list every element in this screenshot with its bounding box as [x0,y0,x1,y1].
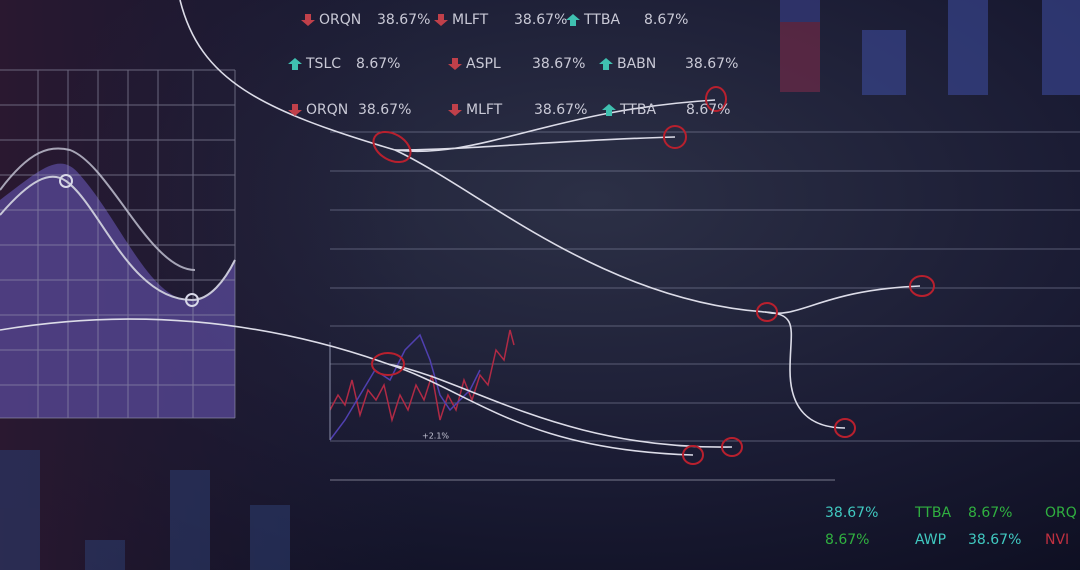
bottom-ticker: TTBA [914,505,951,521]
ticker-symbol: ORQN [319,12,361,28]
arrow-down [448,104,462,116]
ticker-symbol: TTBA [583,12,620,28]
ticker-change: 8.67% [686,102,730,118]
ticker-change: 8.67% [644,12,688,28]
ticker-change: 38.67% [685,56,738,72]
arrow-down [448,58,462,70]
arrow-down [288,104,302,116]
ticker-symbol: TTBA [619,102,656,118]
bottom-ticker: 8.67% [825,532,869,548]
markers [371,86,935,465]
ticker-symbol: MLFT [452,12,489,28]
ticker-change: 38.67% [358,102,411,118]
ticker-change: 38.67% [377,12,430,28]
ticker-symbol: ORQN [306,102,348,118]
mini-chart [329,329,515,441]
ticker-change: 38.67% [514,12,567,28]
arrow-up [288,58,302,70]
bottom-ticker: 8.67% [968,505,1012,521]
ticker-symbol: MLFT [466,102,503,118]
ticker-change: 38.67% [532,56,585,72]
ticker-change: 38.67% [534,102,587,118]
mini-chart-label: +2.1% [422,432,449,441]
bottom-ticker: ORQ [1045,505,1077,521]
ticker-change: 8.67% [356,56,400,72]
bottom-ticker: AWP [915,532,946,548]
arrow-up [566,14,580,26]
ticker-symbol: ASPL [466,56,501,72]
ticker-symbol: TSLC [305,56,341,72]
bottom-ticker: 38.67% [968,532,1021,548]
bottom-ticker: 38.67% [825,505,878,521]
arrow-down [434,14,448,26]
ticker-symbol: BABN [617,56,656,72]
left-panel [0,69,236,419]
grid [330,131,1080,481]
bottom-ticker: NVI [1045,532,1069,548]
arrow-up [599,58,613,70]
arrow-up [602,104,616,116]
arrow-down [301,14,315,26]
